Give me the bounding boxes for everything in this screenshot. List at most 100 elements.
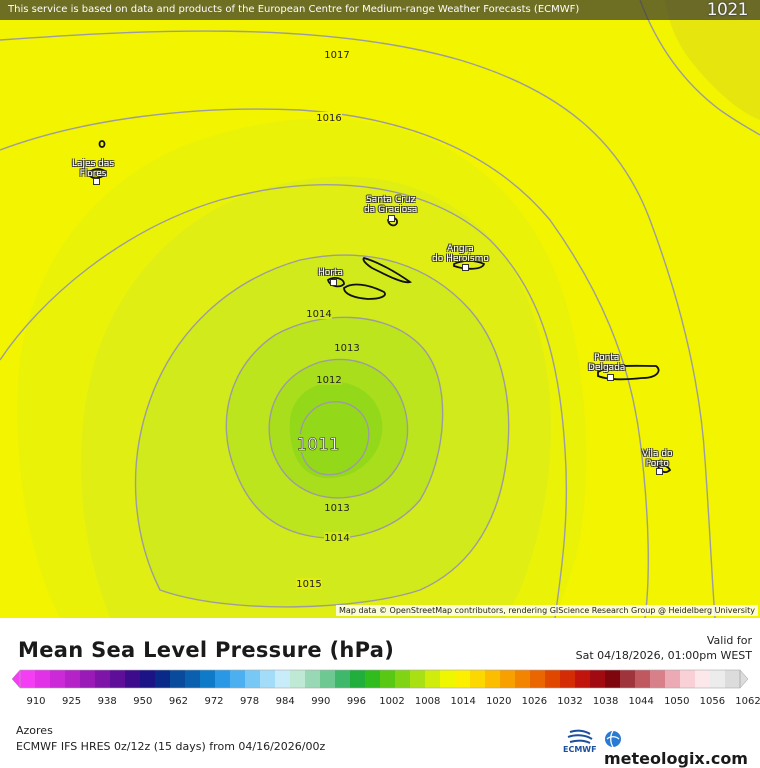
legend-panel: Mean Sea Level Pressure (hPa) Valid for … xyxy=(0,618,760,768)
scale-swatch xyxy=(575,670,591,688)
scale-tick-label: 972 xyxy=(204,696,224,707)
place-marker-ponta-delgada xyxy=(607,374,614,381)
place-marker-angra-do-heroismo xyxy=(462,264,469,271)
scale-swatch xyxy=(110,670,126,688)
scale-swatch xyxy=(410,670,426,688)
scale-tick-label: 1026 xyxy=(521,696,548,707)
place-label-santa-cruz-da-graciosa: Santa Cruz da Graciosa xyxy=(364,195,417,215)
isobar-1017 xyxy=(0,30,716,618)
scale-tick-label: 996 xyxy=(346,696,366,707)
isobar-1012 xyxy=(268,358,409,499)
island-pico xyxy=(343,283,386,300)
scale-tick-label: 1002 xyxy=(379,696,405,707)
place-marker-lajes-das-flores xyxy=(93,178,100,185)
scale-tick-label: 1056 xyxy=(699,696,726,707)
scale-tick-label: 910 xyxy=(26,696,46,707)
scale-swatch xyxy=(275,670,291,688)
place-name-line1: Vila do xyxy=(642,449,673,459)
isobar-label-group: 1017 1016 1014 1013 1012 1011 1013 1014 1015 xyxy=(296,49,360,590)
scale-tick-label: 990 xyxy=(311,696,331,707)
scale-swatch xyxy=(515,670,531,688)
scale-swatch xyxy=(50,670,66,688)
scale-tick-label: 978 xyxy=(240,696,260,707)
pressure-map: 1017 1016 1014 1013 1012 1011 1013 1014 1015 Thi… xyxy=(0,0,760,618)
place-marker-santa-cruz-da-graciosa xyxy=(388,215,395,222)
place-name-line2: Flores xyxy=(79,169,107,179)
isobar-label-bg xyxy=(324,502,350,513)
ecmwf-logo-text: ECMWF xyxy=(563,745,597,754)
scale-swatch xyxy=(170,670,186,688)
place-name-line1: Ponta xyxy=(594,353,620,363)
island-flores xyxy=(89,168,108,179)
pressure-field-1021 xyxy=(665,0,760,120)
place-name-line2: do Heroísmo xyxy=(432,254,489,264)
scale-swatch xyxy=(350,670,366,688)
place-label-angra-do-heroismo: Angra do Heroísmo xyxy=(432,244,489,264)
legend-title: Mean Sea Level Pressure (hPa) xyxy=(18,638,395,662)
place-name-line1: Horta xyxy=(318,268,344,278)
scale-swatch xyxy=(545,670,561,688)
scale-swatch xyxy=(425,670,441,688)
ecmwf-logo-icon xyxy=(567,729,593,744)
place-name-line1: Lajes das xyxy=(72,159,115,169)
isobar-label: 1015 xyxy=(296,579,321,590)
isobar-label-bg xyxy=(324,532,350,543)
scale-tick-label: 962 xyxy=(168,696,188,707)
notice-bar: This service is based on data and produc… xyxy=(0,0,760,20)
isobar-1013 xyxy=(225,316,444,539)
meteologix-globe-icon xyxy=(605,730,621,748)
isobar-1015 xyxy=(0,184,568,618)
scale-swatch xyxy=(380,670,396,688)
valid-for-label: Valid for xyxy=(706,634,752,647)
scale-swatch xyxy=(95,670,111,688)
place-name-line2: Porto xyxy=(645,459,669,469)
scale-swatch xyxy=(665,670,681,688)
place-name-line2: Delgada xyxy=(588,363,626,373)
region-name: Azores xyxy=(16,724,53,737)
scale-swatch xyxy=(560,670,576,688)
place-marker-vila-do-porto xyxy=(656,468,663,475)
scale-swatch xyxy=(365,670,381,688)
scale-swatch xyxy=(140,670,156,688)
scale-swatch xyxy=(485,670,501,688)
scale-swatch xyxy=(395,670,411,688)
map-attribution[interactable]: Map data © OpenStreetMap contributors, r… xyxy=(336,605,758,616)
island-terceira xyxy=(453,260,486,270)
scale-swatch xyxy=(80,670,96,688)
scale-swatch xyxy=(455,670,471,688)
island-corvo xyxy=(98,140,106,148)
isobar-label-bg xyxy=(316,374,342,385)
place-name-line1: Angra xyxy=(447,244,474,254)
isobar-label: 1016 xyxy=(316,113,341,124)
brand-link[interactable]: meteologix.com xyxy=(604,730,760,768)
color-scale-bar xyxy=(11,669,749,689)
pressure-field-1011 xyxy=(289,381,383,479)
scale-swatch xyxy=(320,670,336,688)
scale-tick-label: 950 xyxy=(133,696,153,707)
scale-swatch xyxy=(20,670,36,688)
scale-tick-label: 938 xyxy=(97,696,117,707)
scale-tick-label: 1008 xyxy=(414,696,441,707)
scale-swatch xyxy=(620,670,636,688)
scale-swatch xyxy=(125,670,141,688)
scale-tick-label: 1062 xyxy=(735,696,760,707)
isobar-label: 1012 xyxy=(316,375,341,386)
isobar-label: 1011 xyxy=(296,435,339,455)
scale-max-arrow xyxy=(739,669,749,689)
island-sao-jorge xyxy=(362,256,412,284)
isobar-label-bg xyxy=(316,112,342,123)
scale-swatch xyxy=(305,670,321,688)
scale-swatch xyxy=(65,670,81,688)
place-label-lajes-das-flores: Lajes das Flores xyxy=(72,159,114,179)
scale-swatch xyxy=(695,670,711,688)
scale-tick-label: 1032 xyxy=(557,696,583,707)
place-label-vila-do-porto: Vila do Porto xyxy=(642,449,673,469)
scale-swatch xyxy=(260,670,276,688)
isobar-label-bg xyxy=(296,578,322,589)
isobar-lines xyxy=(0,0,760,618)
scale-swatch xyxy=(185,670,201,688)
scale-swatch xyxy=(470,670,486,688)
isobar-label-bg xyxy=(306,308,332,319)
isobar-1014 xyxy=(134,254,510,608)
scale-swatch xyxy=(605,670,621,688)
